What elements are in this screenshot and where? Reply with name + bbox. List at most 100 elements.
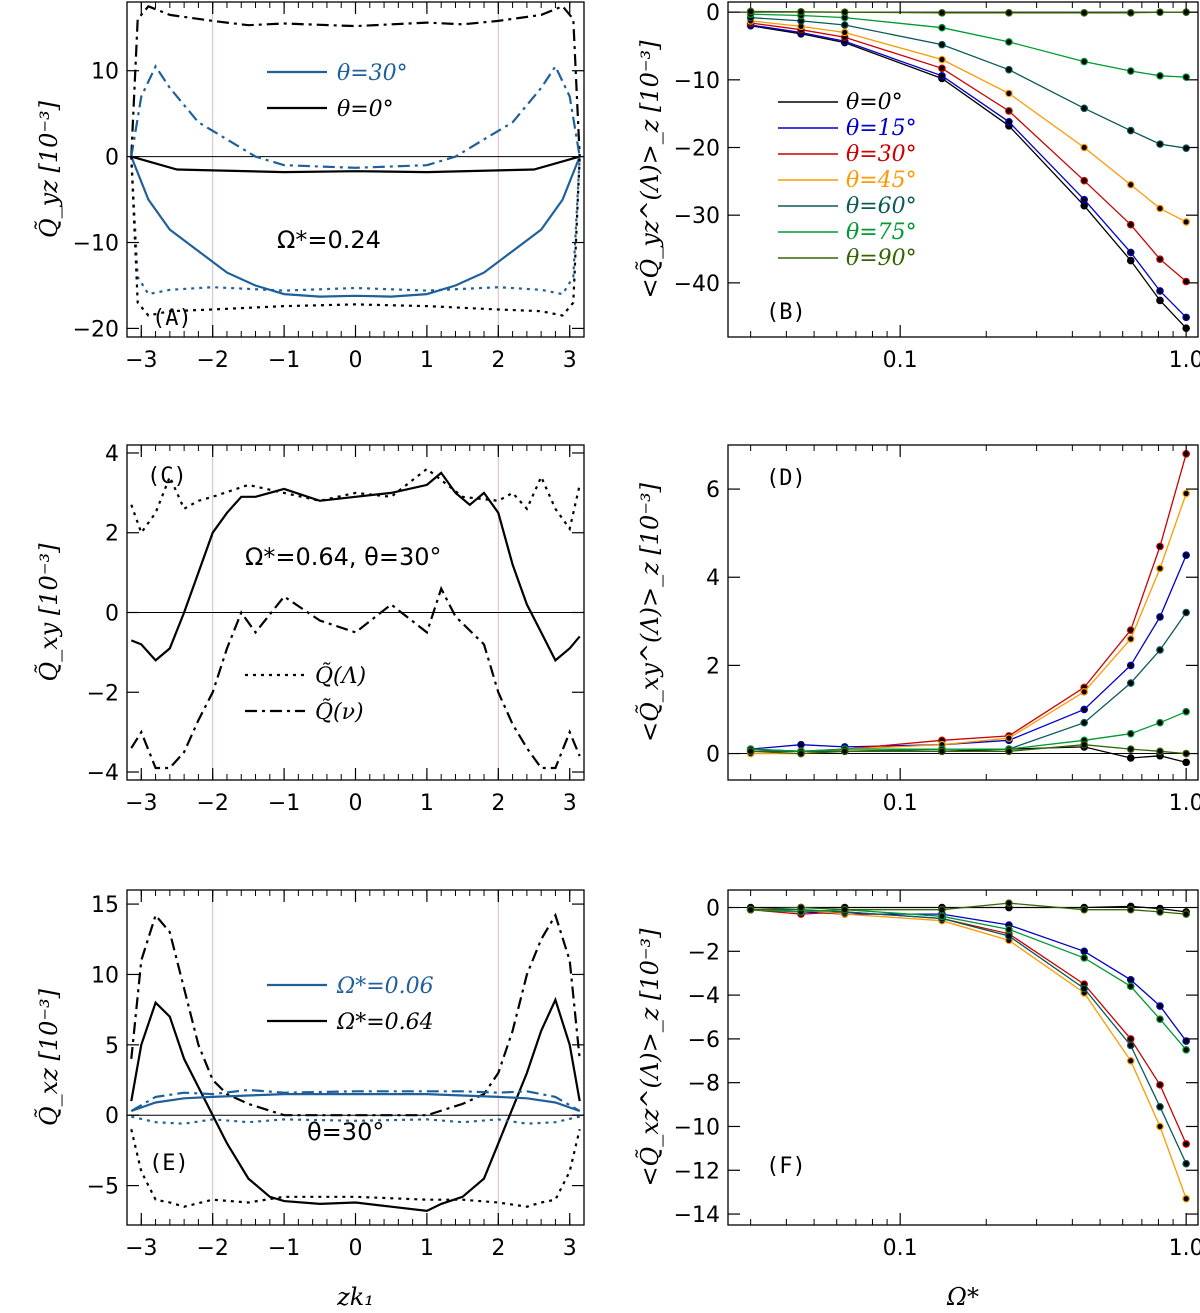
data-point <box>1005 65 1013 74</box>
data-point <box>1126 1041 1135 1050</box>
data-point <box>1126 67 1135 75</box>
data-point <box>1126 9 1135 17</box>
data-point <box>938 912 946 921</box>
series-line-a-1 <box>130 64 581 169</box>
data-point <box>1080 201 1088 210</box>
series-line-e-4 <box>130 1093 581 1113</box>
x-tick-label: 3 <box>563 348 577 373</box>
legend-label: θ=60° <box>846 194 917 219</box>
panel-label: (A) <box>152 306 192 331</box>
x-tick-label: 0 <box>349 348 363 373</box>
y-tick-label: −40 <box>674 272 720 297</box>
y-tick-label: 2 <box>105 522 119 547</box>
y-tick-label: −5 <box>87 1175 119 1200</box>
x-tick-label: 1.0 <box>1169 348 1200 373</box>
series-line-e-5 <box>131 1115 580 1125</box>
series-line-c-0 <box>130 467 581 536</box>
data-point <box>1182 144 1190 152</box>
data-point <box>1126 661 1135 670</box>
data-point <box>938 747 946 756</box>
data-point <box>1156 8 1164 16</box>
y-tick-label: 2 <box>706 654 720 679</box>
data-point <box>1080 195 1088 204</box>
data-point <box>1126 256 1135 265</box>
series-line-f-5 <box>750 909 1187 1051</box>
y-tick-label: 0 <box>105 1104 119 1129</box>
y-tick-label: 5 <box>105 1034 119 1059</box>
legend-label: θ=75° <box>846 220 917 245</box>
data-point <box>1080 176 1088 185</box>
series-line-c-2 <box>130 471 581 663</box>
x-tick-label: 0.1 <box>883 348 918 373</box>
y-tick-label: 6 <box>706 478 720 503</box>
panel-label: (F) <box>766 1154 806 1179</box>
x-tick-label: 3 <box>563 791 577 816</box>
x-tick-label: −1 <box>268 348 300 373</box>
x-tick-label: −3 <box>125 1236 157 1261</box>
data-point <box>938 71 946 80</box>
data-point <box>1156 1002 1164 1010</box>
x-tick-label: 2 <box>491 791 505 816</box>
series-line-e-3 <box>130 1088 581 1112</box>
data-point <box>1156 296 1164 305</box>
y-tick-label: 4 <box>105 442 119 467</box>
series-line-a-0 <box>130 4 581 157</box>
data-point <box>938 40 946 49</box>
plot-frame <box>126 889 585 1226</box>
y-tick-label: −4 <box>688 984 720 1009</box>
y-tick-label: 15 <box>91 893 119 918</box>
data-point <box>1126 248 1135 257</box>
y-tick-label: −2 <box>688 940 720 965</box>
x-tick-label: 2 <box>491 1236 505 1261</box>
x-tick-label: −2 <box>196 1236 228 1261</box>
data-point <box>1005 38 1013 46</box>
plot-frame <box>727 1 1199 338</box>
legend-label: Ω*=0.64 <box>336 1010 434 1035</box>
series-line-f-2 <box>750 909 1187 1145</box>
x-tick-label: 0 <box>349 1236 363 1261</box>
x-tick-label: 1 <box>420 791 434 816</box>
series-line-e-0 <box>130 912 581 1117</box>
annotation: Ω*=0.24 <box>277 226 381 254</box>
legend-label: θ=15° <box>846 116 917 141</box>
data-point <box>1182 277 1190 286</box>
series-line-d-1 <box>750 554 1187 750</box>
data-point <box>1080 688 1088 696</box>
y-tick-label: −10 <box>674 69 720 94</box>
data-point <box>797 740 805 749</box>
data-point <box>1126 1056 1135 1065</box>
data-point <box>1126 180 1135 189</box>
x-tick-label: −3 <box>125 348 157 373</box>
legend-label: θ=90° <box>846 246 917 271</box>
data-point <box>1080 705 1088 714</box>
y-tick-label: −4 <box>87 761 119 786</box>
legend-label: θ=30° <box>846 142 917 167</box>
y-tick-label: −30 <box>674 204 720 229</box>
x-tick-label: 0 <box>349 791 363 816</box>
data-point <box>1126 635 1135 643</box>
panel-f: 0.1 1.0 −14 −12 −10 −8 −6 −4 −2 0 <Q̃_xz^(Λ)>_z [1… <box>636 889 1200 1311</box>
y-axis-label: Q̃_yz [10⁻³] <box>35 100 63 238</box>
data-point <box>938 905 946 914</box>
plot-frame <box>727 444 1199 781</box>
data-point <box>1182 1140 1190 1148</box>
data-point <box>1156 140 1164 148</box>
data-point <box>1156 1102 1164 1111</box>
data-point <box>1156 564 1164 573</box>
data-point <box>1182 910 1190 918</box>
data-point <box>1126 754 1135 762</box>
x-tick-label: 1 <box>420 348 434 373</box>
panel-label: (C) <box>147 464 187 489</box>
data-point <box>1182 1194 1190 1203</box>
data-point <box>1080 947 1088 956</box>
data-point <box>938 9 946 17</box>
y-tick-label: 4 <box>706 566 720 591</box>
panel-b-legend: θ=0°θ=15°θ=30°θ=45°θ=60°θ=75°θ=90° <box>778 90 917 271</box>
data-point <box>938 23 946 32</box>
series-line-e-1 <box>130 996 581 1213</box>
series-line-b-5 <box>750 13 1187 78</box>
series-line-d-3 <box>750 493 1187 755</box>
y-tick-label: 0 <box>105 602 119 627</box>
series-line-f-4 <box>750 909 1187 1164</box>
data-point <box>1126 729 1135 738</box>
